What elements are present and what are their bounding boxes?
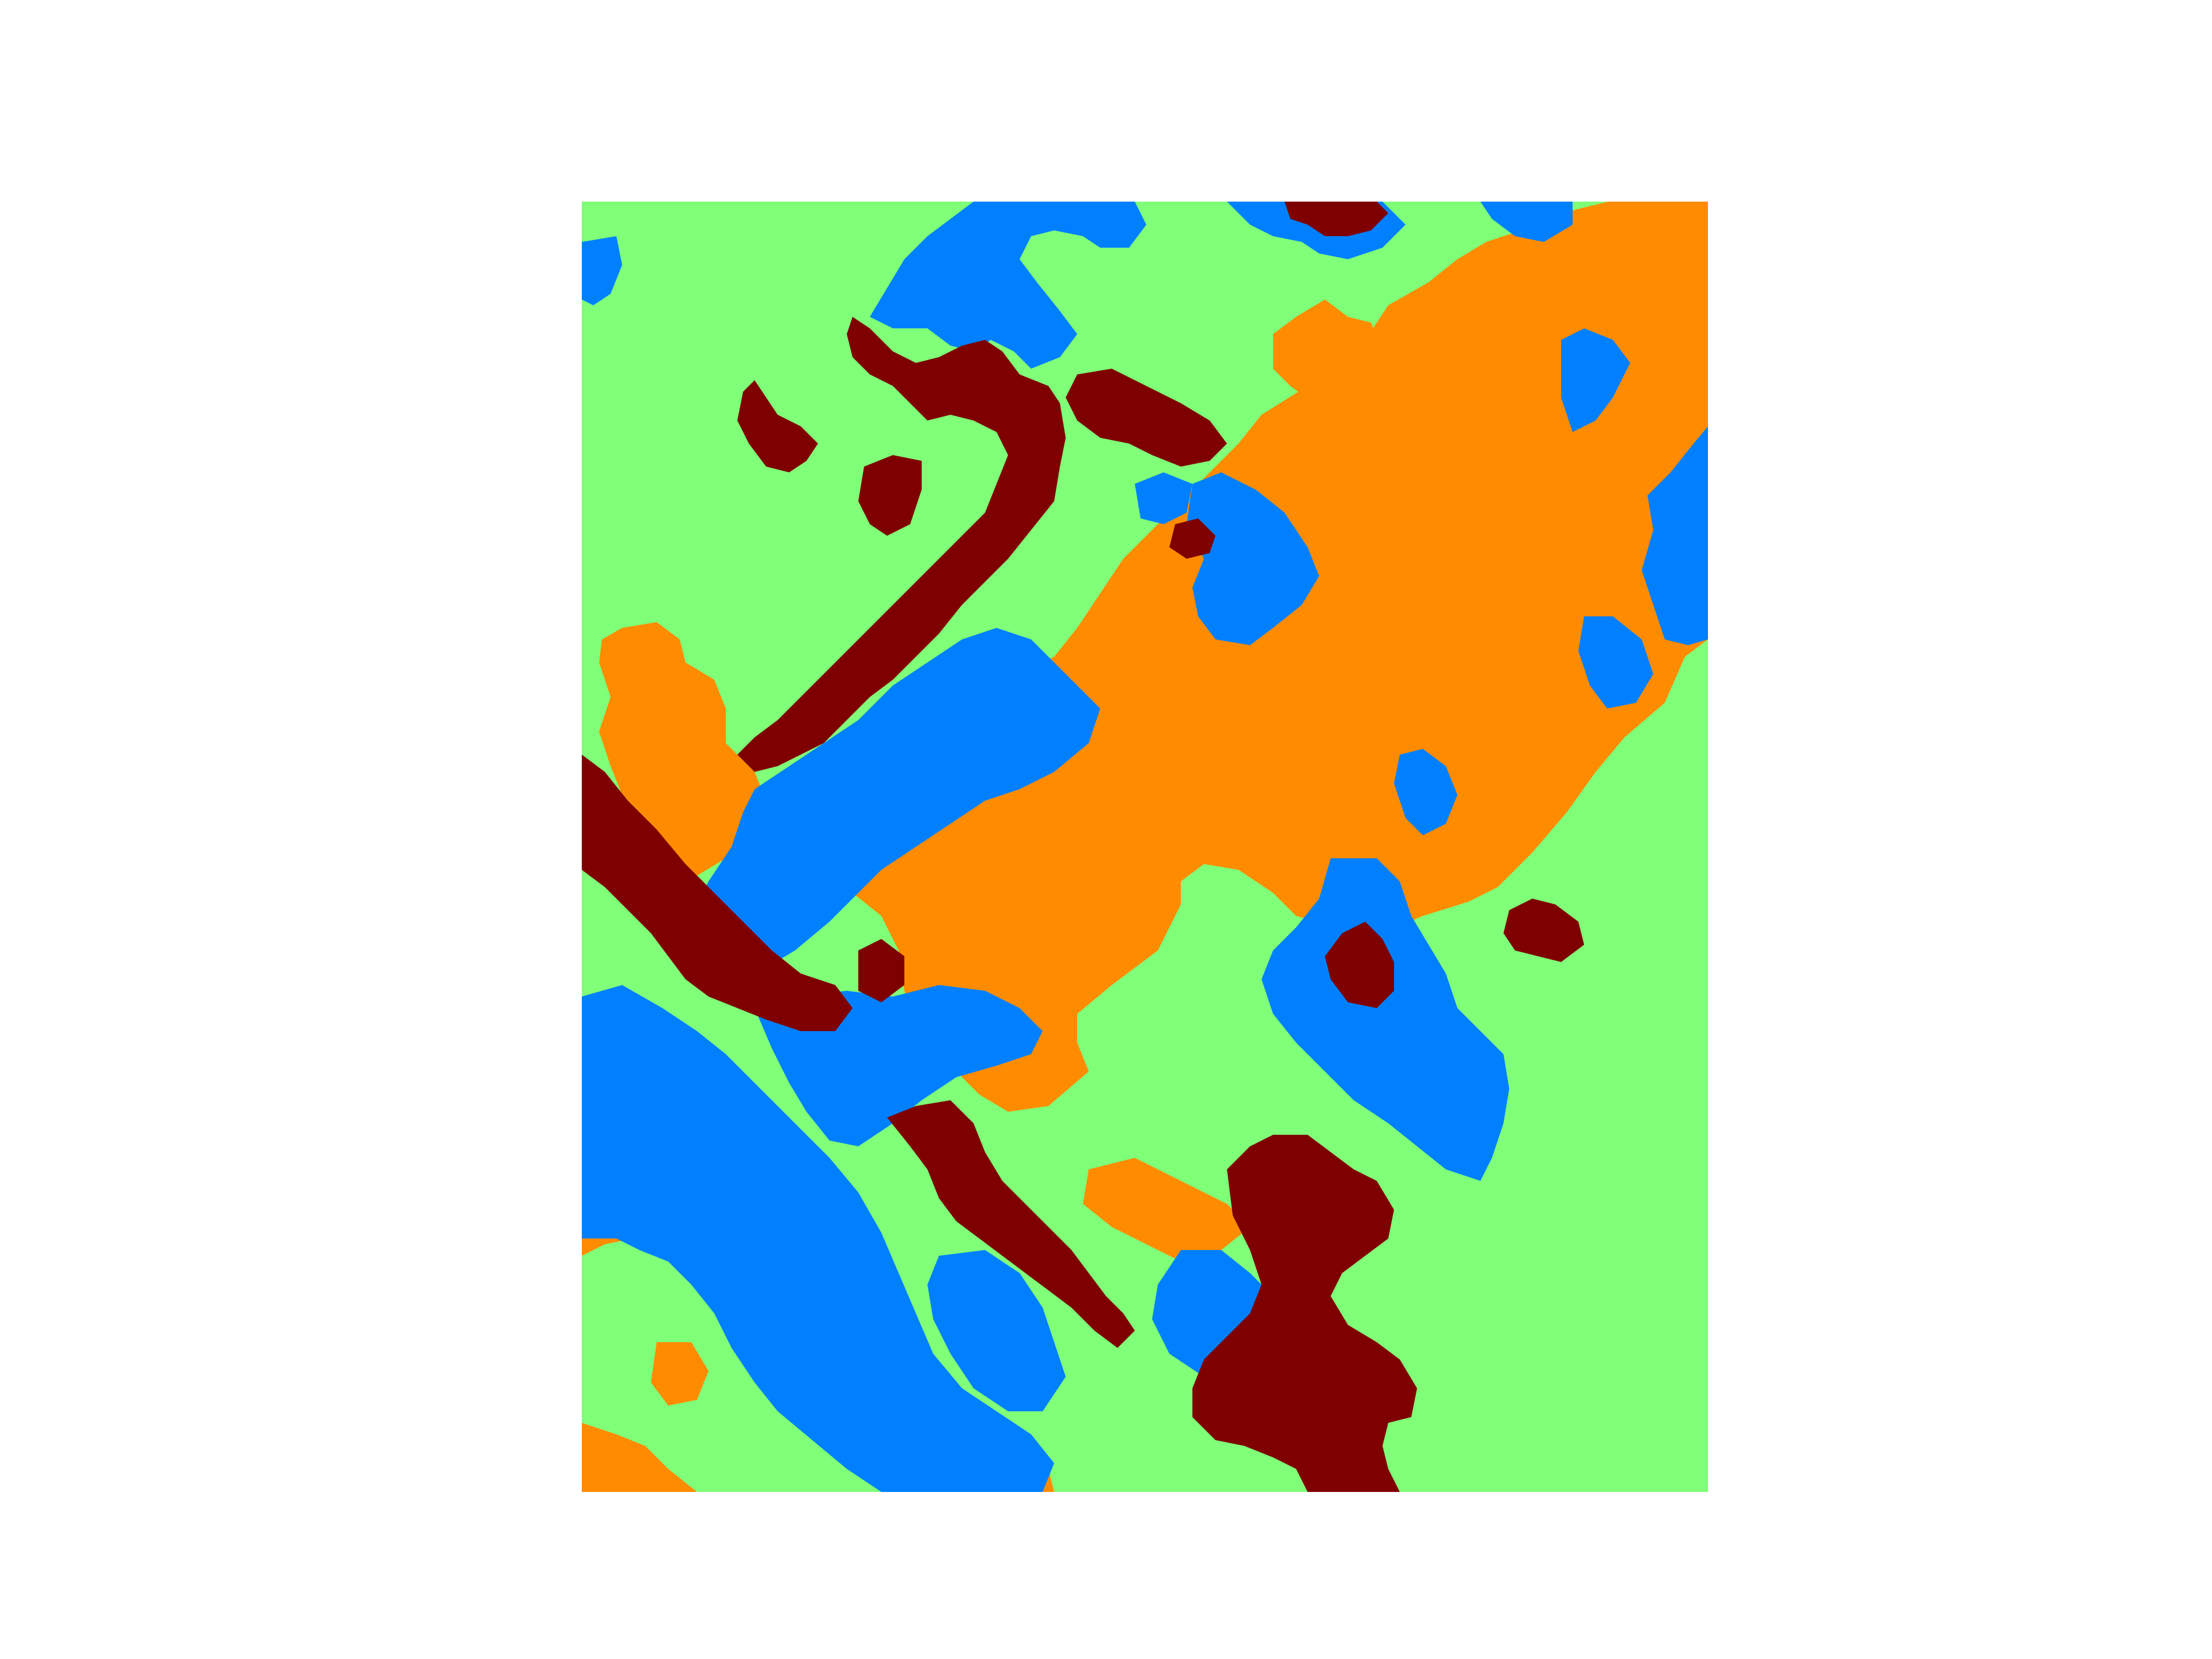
region-darkred-center-small [1169, 518, 1215, 559]
region-darkred-bottom-right [1192, 1135, 1417, 1492]
region-darkred-right-edge-small [1503, 899, 1584, 962]
region-blue-center [1187, 472, 1319, 645]
region-darkred-mid-diagonal [887, 1100, 1135, 1348]
region-darkred-upper-small-2 [858, 455, 922, 536]
region-orange-left [599, 622, 766, 876]
segmentation-map [582, 202, 1708, 1492]
region-blue-lower-right [1262, 858, 1509, 1181]
region-blue-right-small [1394, 749, 1457, 835]
region-orange-left-small [651, 1342, 709, 1406]
region-orange-lower-center [1083, 1158, 1250, 1262]
region-blue-bottom-center [927, 1250, 1066, 1411]
region-blue-top-right-2 [1480, 202, 1573, 242]
region-blue-center-small [1135, 472, 1192, 524]
region-blue-left-edge-top [582, 236, 622, 305]
map-frame [582, 202, 1708, 1492]
region-blue-right-upper [1561, 328, 1630, 432]
region-blue-right-edge [1642, 426, 1708, 645]
region-darkred-upper-diagonal [737, 317, 1066, 772]
region-orange-bottom-left [582, 1423, 697, 1492]
region-blue-diagonal-main [691, 628, 1100, 974]
region-darkred-left-band [582, 755, 853, 1031]
region-blue-upper-left [870, 202, 1146, 369]
region-darkred-left-small [858, 939, 904, 1002]
region-orange-central [755, 202, 1708, 1112]
region-blue-lower-left-band [582, 985, 1054, 1492]
region-darkred-upper-mid [1066, 369, 1227, 467]
region-darkred-upper-small [737, 380, 818, 472]
region-darkred-top [1285, 202, 1388, 236]
region-darkred-right-small [1325, 922, 1394, 1008]
region-blue-right-mid [1578, 616, 1653, 709]
region-orange-top [1273, 300, 1382, 409]
